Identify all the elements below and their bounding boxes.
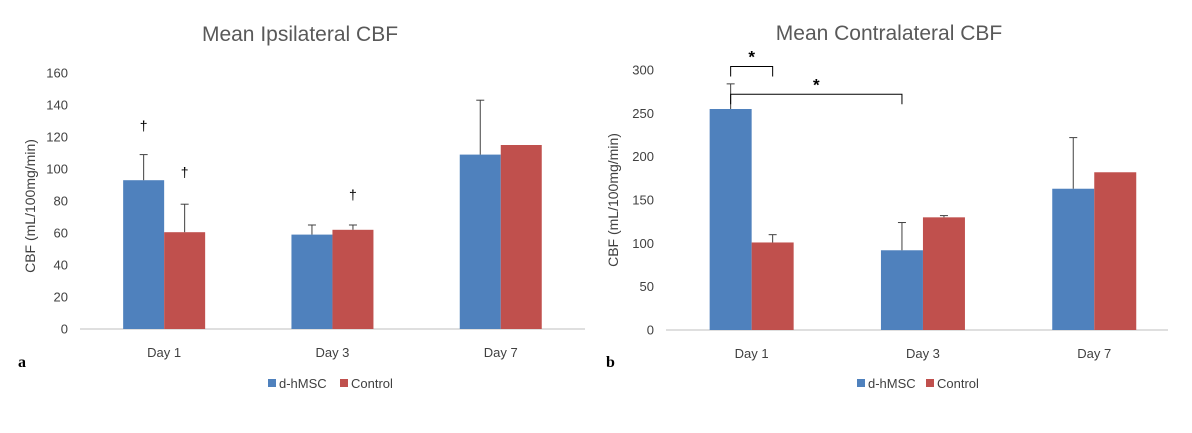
y-tick-labels: 0 50 100 150 200 250 300 — [632, 63, 654, 338]
error-bar — [139, 154, 148, 181]
y-axis-label: CBF (mL/100mg/min) — [22, 139, 38, 273]
y-tick-label: 160 — [46, 66, 68, 81]
y-axis-label: CBF (mL/100mg/min) — [605, 133, 621, 267]
error-bar — [897, 222, 906, 251]
legend-label-dhmsc: d-hMSC — [868, 376, 916, 391]
error-bar — [476, 99, 485, 155]
x-tick-label: Day 7 — [1077, 346, 1111, 361]
x-tick-label: Day 3 — [315, 345, 349, 360]
y-tick-label: 100 — [632, 236, 654, 251]
chart-panel-a: Mean Ipsilateral CBF CBF (mL/100mg/min) … — [18, 23, 585, 391]
annotations: † † † — [140, 118, 357, 203]
error-bar — [768, 234, 777, 243]
error-bar — [939, 215, 948, 218]
error-bar — [307, 224, 316, 235]
y-tick-label: 120 — [46, 130, 68, 145]
y-tick-label: 20 — [54, 290, 68, 305]
bar-dhmsc-3 — [459, 154, 501, 329]
y-tick-label: 60 — [54, 226, 68, 241]
legend-label-control: Control — [351, 376, 393, 391]
y-tick-label: 200 — [632, 149, 654, 164]
error-bar — [348, 224, 357, 230]
y-tick-label: 100 — [46, 162, 68, 177]
panel-letter: b — [606, 354, 615, 371]
x-tick-label: Day 7 — [484, 345, 518, 360]
y-tick-label: 140 — [46, 98, 68, 113]
y-tick-label: 80 — [54, 194, 68, 209]
significance-dagger: † — [140, 118, 148, 134]
x-tick-label: Day 1 — [147, 345, 181, 360]
y-tick-label: 300 — [632, 63, 654, 78]
bar-dhmsc-2 — [291, 234, 333, 329]
error-bars — [726, 83, 1078, 251]
chart-title: Mean Contralateral CBF — [776, 22, 1002, 45]
error-bar — [1069, 137, 1078, 189]
bar-control-3 — [500, 145, 542, 329]
bar-control-3 — [1094, 172, 1137, 330]
legend: d-hMSC Control — [857, 376, 979, 391]
bar-control-1 — [164, 232, 206, 329]
y-tick-label: 250 — [632, 106, 654, 121]
x-tick-labels: Day 1 Day 3 Day 7 — [147, 345, 518, 360]
significance-star: * — [813, 75, 820, 94]
significance-dagger: † — [181, 164, 189, 180]
bars — [123, 145, 542, 329]
bar-dhmsc-1 — [709, 109, 752, 330]
x-tick-label: Day 3 — [906, 346, 940, 361]
chart-panel-b: Mean Contralateral CBF CBF (mL/100mg/min… — [605, 22, 1168, 391]
legend-label-control: Control — [937, 376, 979, 391]
panel-letter: a — [18, 354, 26, 371]
bar-dhmsc-1 — [123, 180, 165, 329]
significance-star: * — [748, 48, 755, 67]
bar-dhmsc-2 — [880, 250, 923, 330]
bar-control-2 — [332, 229, 374, 329]
chart-title: Mean Ipsilateral CBF — [202, 23, 398, 46]
significance-bracket: * — [730, 48, 774, 77]
y-tick-label: 150 — [632, 193, 654, 208]
y-tick-label: 0 — [647, 323, 654, 338]
bar-control-2 — [922, 217, 965, 330]
y-tick-label: 50 — [640, 279, 654, 294]
legend-swatch-control — [340, 379, 348, 387]
legend-swatch-dhmsc — [268, 379, 276, 387]
legend: d-hMSC Control — [268, 376, 393, 391]
significance-dagger: † — [349, 186, 357, 202]
x-tick-label: Day 1 — [735, 346, 769, 361]
bar-control-1 — [751, 242, 794, 330]
error-bar — [180, 203, 189, 233]
legend-swatch-control — [926, 379, 934, 387]
legend-swatch-dhmsc — [857, 379, 865, 387]
significance-bracket: * — [730, 75, 903, 105]
y-tick-labels: 0 20 40 60 80 100 120 140 160 — [46, 66, 68, 337]
bar-dhmsc-3 — [1052, 188, 1095, 330]
error-bars — [139, 99, 485, 235]
annotations: ** — [730, 48, 903, 105]
y-tick-label: 0 — [61, 322, 68, 337]
legend-label-dhmsc: d-hMSC — [279, 376, 327, 391]
y-tick-label: 40 — [54, 258, 68, 273]
x-tick-labels: Day 1 Day 3 Day 7 — [735, 346, 1112, 361]
bars — [709, 109, 1137, 330]
